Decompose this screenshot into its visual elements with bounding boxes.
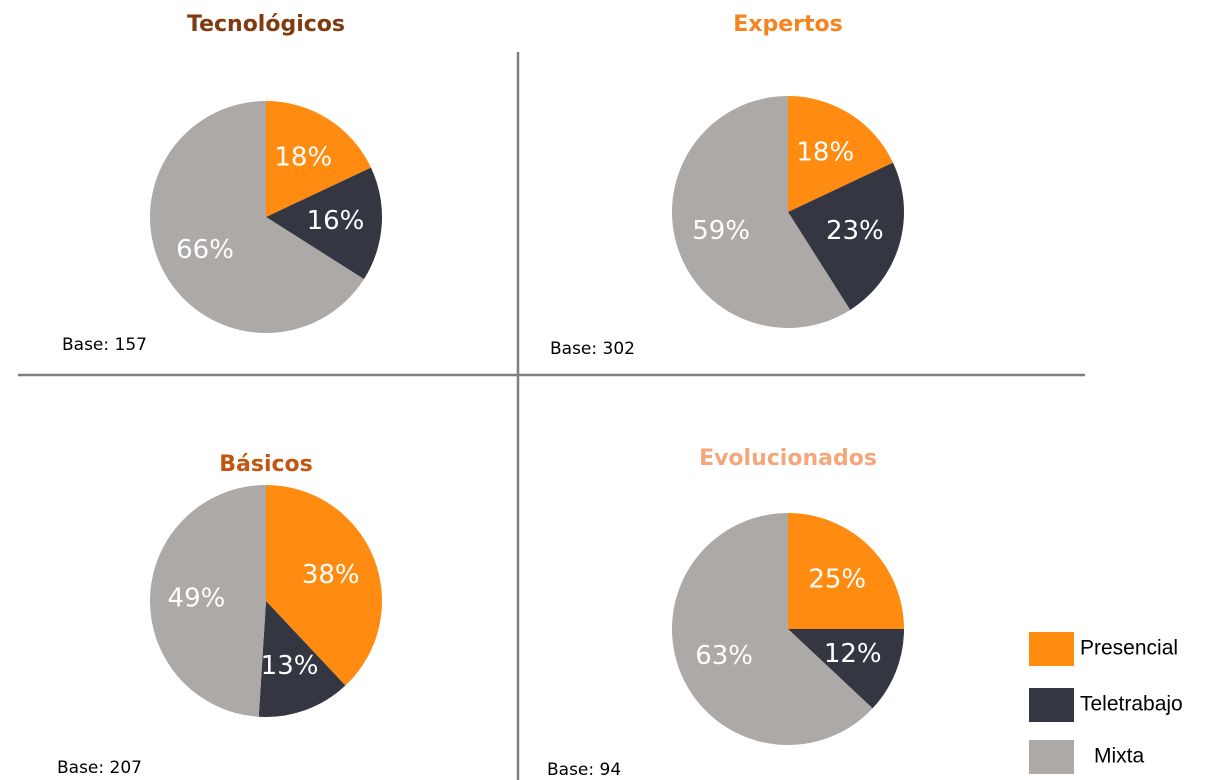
data-label: 38%	[302, 560, 360, 590]
pie-slice	[150, 101, 364, 334]
pie-slice	[266, 101, 371, 217]
legend-label: Mixta	[1094, 745, 1144, 768]
data-label: 18%	[796, 138, 854, 168]
data-label: 13%	[261, 651, 319, 681]
base-note: Base: 157	[62, 335, 147, 355]
data-label: 23%	[826, 216, 884, 246]
data-label: 12%	[824, 639, 882, 669]
pie-slice	[788, 513, 904, 629]
chart-title: Básicos	[219, 452, 313, 477]
base-note: Base: 207	[57, 758, 142, 778]
pie-slice	[266, 167, 382, 280]
data-label: 25%	[808, 564, 866, 594]
base-note: Base: 94	[547, 760, 621, 780]
data-label: 66%	[176, 235, 234, 265]
data-label: 49%	[168, 583, 226, 613]
legend-label: Teletrabajo	[1080, 693, 1183, 716]
legend-swatch	[1029, 688, 1074, 722]
pie-slice	[671, 96, 851, 328]
data-label: 18%	[274, 143, 332, 173]
chart-title: Evolucionados	[699, 446, 877, 471]
pie-slice	[788, 96, 893, 212]
data-label: 16%	[307, 206, 365, 236]
chart-title: Expertos	[733, 12, 842, 37]
data-label: 63%	[695, 641, 753, 671]
pie-slice	[788, 162, 904, 310]
pie-slice	[258, 601, 346, 717]
pie-slice	[788, 629, 904, 709]
legend-swatch	[1029, 632, 1074, 666]
data-label: 59%	[692, 216, 750, 246]
legend-swatch	[1029, 740, 1074, 774]
chart-title: Tecnológicos	[187, 12, 345, 37]
pie-slice	[671, 513, 873, 745]
pie-slice	[149, 485, 266, 717]
base-note: Base: 302	[550, 339, 635, 359]
pie-slice	[266, 485, 382, 686]
legend-label: Presencial	[1080, 637, 1178, 660]
